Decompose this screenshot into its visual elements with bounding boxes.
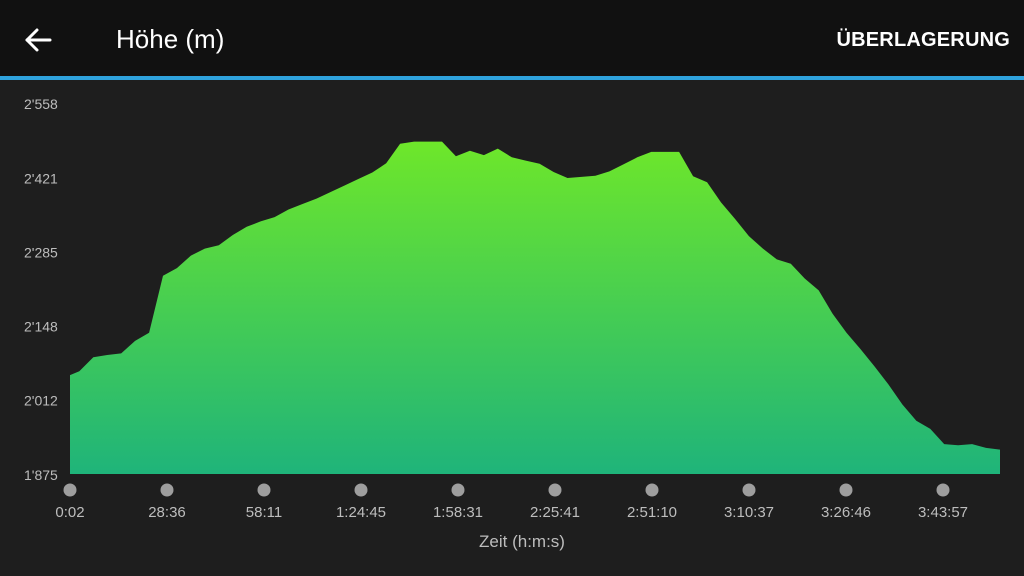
header-accent-line xyxy=(0,76,1024,80)
x-tick-dot[interactable] xyxy=(645,483,659,497)
app-bar: Höhe (m) ÜBERLAGERUNG xyxy=(0,0,1024,76)
elevation-area xyxy=(70,141,1000,474)
x-tick-dot[interactable] xyxy=(451,483,465,497)
arrow-left-icon xyxy=(25,28,52,52)
x-tick-label: 58:11 xyxy=(246,504,282,521)
back-button[interactable] xyxy=(16,18,60,62)
x-tick-label: 28:36 xyxy=(148,504,186,521)
chart-svg: 2'558 2'421 2'285 2'148 2'012 1'875 0:02 28:36… xyxy=(24,96,1000,551)
y-tick-label: 2'012 xyxy=(24,393,58,409)
x-tick-label: 1:58:31 xyxy=(433,504,483,521)
x-axis-label: Zeit (h:m:s) xyxy=(479,532,565,551)
x-tick-dot[interactable] xyxy=(742,483,756,497)
y-tick-label: 2'148 xyxy=(24,319,58,335)
x-tick-label: 3:10:37 xyxy=(724,504,774,521)
y-tick-label: 2'285 xyxy=(24,244,58,260)
x-tick-label: 2:51:10 xyxy=(627,504,677,521)
x-tick-label: 2:25:41 xyxy=(530,504,580,521)
x-tick-label: 3:26:46 xyxy=(821,504,871,521)
y-tick-label: 2'421 xyxy=(24,170,58,186)
x-tick-dot[interactable] xyxy=(548,483,562,497)
x-tick-dot[interactable] xyxy=(257,483,271,497)
y-tick-label: 2'558 xyxy=(24,96,58,112)
x-tick-dot[interactable] xyxy=(936,483,950,497)
page-title: Höhe (m) xyxy=(116,24,225,54)
x-tick-dot[interactable] xyxy=(160,483,174,497)
overlay-button[interactable]: ÜBERLAGERUNG xyxy=(836,29,1010,51)
x-tick-dot[interactable] xyxy=(839,483,853,497)
x-tick-label: 1:24:45 xyxy=(336,504,386,521)
x-tick-dot[interactable] xyxy=(63,483,77,497)
x-tick-label: 3:43:57 xyxy=(918,504,968,521)
y-tick-label: 1'875 xyxy=(24,467,58,483)
x-tick-dot[interactable] xyxy=(354,483,368,497)
x-tick-label: 0:02 xyxy=(55,504,84,521)
elevation-chart[interactable]: 2'558 2'421 2'285 2'148 2'012 1'875 0:02 28:36… xyxy=(0,80,1024,576)
